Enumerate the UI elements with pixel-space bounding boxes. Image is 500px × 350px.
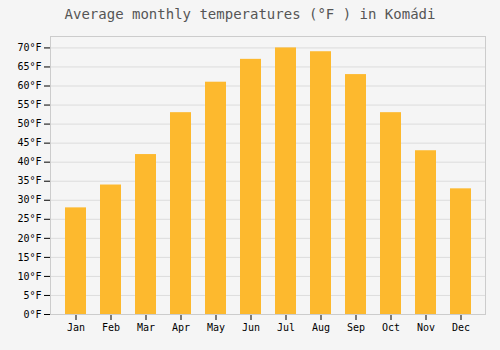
svg-text:30°F: 30°F — [17, 194, 41, 205]
svg-text:Feb: Feb — [102, 322, 120, 333]
html-text:Average monthly temperatures (: Average monthly temperatures (°F ) in Ko… — [64, 6, 436, 22]
svg-text:Jul: Jul — [277, 322, 295, 333]
svg-text:65°F: 65°F — [17, 61, 41, 72]
svg-text:10°F: 10°F — [17, 271, 41, 282]
svg-text:45°F: 45°F — [17, 137, 41, 148]
svg-text:50°F: 50°F — [17, 118, 41, 129]
svg-text:Nov: Nov — [417, 322, 435, 333]
svg-text:20°F: 20°F — [17, 233, 41, 244]
svg-text:70°F: 70°F — [17, 42, 41, 53]
svg-text:0°F: 0°F — [23, 309, 41, 320]
svg-text:May: May — [207, 322, 225, 333]
svg-text:Sep: Sep — [347, 322, 365, 333]
svg-text:Jun: Jun — [242, 322, 260, 333]
svg-text:Aug: Aug — [312, 322, 330, 333]
svg-text:Oct: Oct — [382, 322, 400, 333]
svg-text:55°F: 55°F — [17, 99, 41, 110]
svg-text:60°F: 60°F — [17, 80, 41, 91]
svg-text:Dec: Dec — [452, 322, 470, 333]
svg-text:Jan: Jan — [67, 322, 85, 333]
svg-text:15°F: 15°F — [17, 252, 41, 263]
svg-text:5°F: 5°F — [23, 290, 41, 301]
svg-text:35°F: 35°F — [17, 175, 41, 186]
svg-text:40°F: 40°F — [17, 156, 41, 167]
svg-text:Apr: Apr — [172, 322, 190, 333]
svg-text:25°F: 25°F — [17, 213, 41, 224]
svg-text:Mar: Mar — [137, 322, 155, 333]
